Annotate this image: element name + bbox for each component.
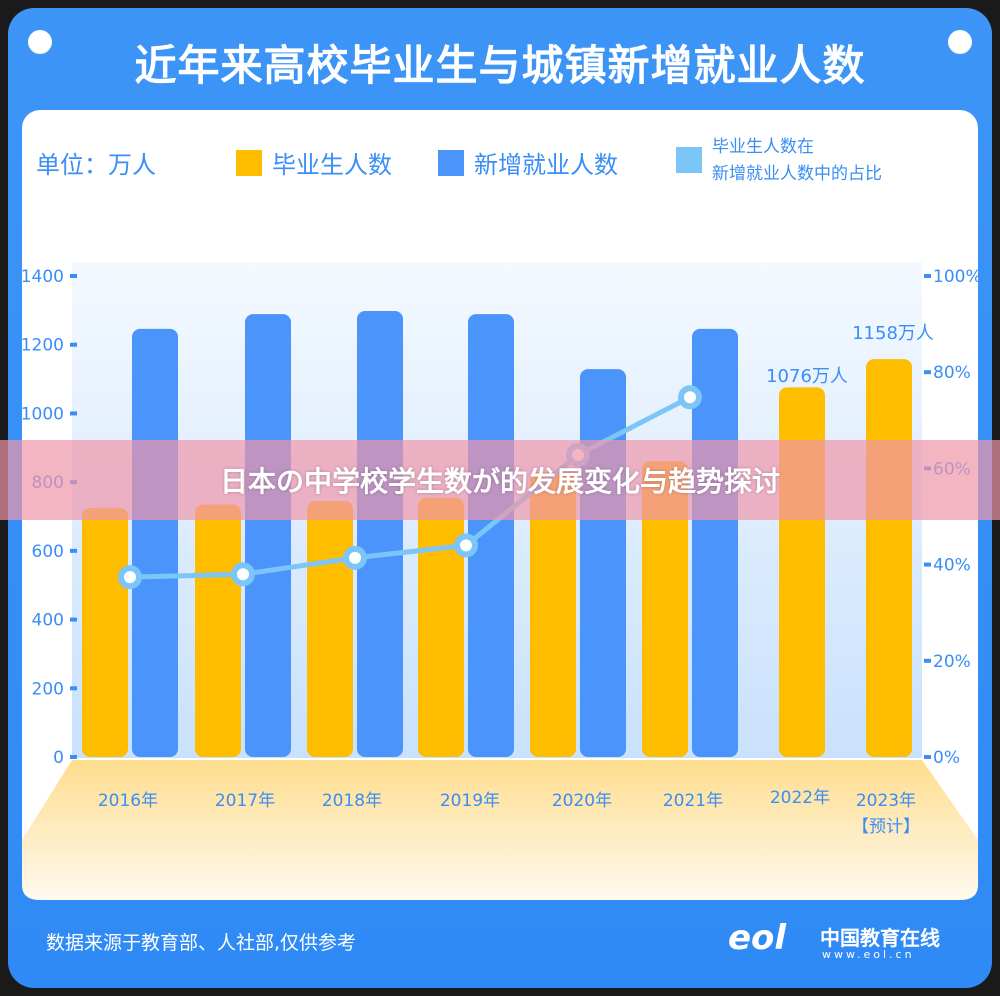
y2-tick — [924, 562, 931, 567]
source-note: 数据来源于教育部、人社部,仅供参考 — [46, 932, 357, 954]
bar-graduates — [530, 472, 576, 757]
legend-graduates: 毕业生人数 — [236, 145, 392, 180]
chart-title: 近年来高校毕业生与城镇新增就业人数 — [134, 41, 866, 90]
bar-new-jobs — [692, 328, 738, 757]
x-tick-label: 2019年 — [440, 791, 500, 811]
y2-tick-label: 40% — [933, 556, 971, 576]
y-tick — [70, 342, 77, 347]
y-tick-label: 0 — [53, 748, 64, 768]
bar-new-jobs — [468, 314, 514, 757]
legend-label: 毕业生人数 — [272, 151, 392, 179]
legend-new-jobs: 新增就业人数 — [438, 145, 618, 180]
legend-ratio: 毕业生人数在新增就业人数中的占比 — [712, 134, 882, 188]
bar-new-jobs — [132, 328, 178, 757]
x-tick-label: 2020年 — [552, 791, 612, 811]
y-tick-label: 1000 — [21, 404, 64, 424]
y-tick-label: 200 — [32, 679, 64, 699]
y2-tick-label: 100% — [933, 267, 982, 287]
y2-tick — [924, 658, 931, 663]
y2-tick-label: 20% — [933, 652, 971, 672]
corner-dot — [948, 30, 972, 54]
y-tick — [70, 274, 77, 278]
eol-logo: eol — [728, 918, 787, 958]
legend-swatch-ratio — [676, 147, 702, 173]
y-tick — [70, 411, 77, 416]
y-tick — [70, 617, 77, 622]
data-label: 1158万人 — [852, 323, 934, 344]
x-tick-note: 【预计】 — [852, 817, 920, 837]
ratio-point — [678, 385, 702, 410]
legend-label: 毕业生人数在 — [712, 137, 814, 157]
y2-tick-label: 80% — [933, 363, 971, 383]
legend-swatch — [438, 149, 464, 176]
bar-graduates — [82, 507, 128, 757]
y2-tick — [924, 370, 931, 375]
logo-name: 中国教育在线 — [820, 926, 940, 950]
bar-graduates — [418, 497, 464, 757]
bar-new-jobs — [580, 369, 626, 757]
overlay-banner: 日本の中学校学生数が的发展变化与趋势探讨 — [0, 440, 1000, 520]
data-label: 1076万人 — [766, 366, 848, 387]
y-tick — [70, 686, 77, 691]
ratio-point — [454, 533, 478, 558]
x-tick-label: 2016年 — [98, 791, 158, 811]
x-tick-label: 2018年 — [322, 791, 382, 811]
legend-label: 新增就业人数中的占比 — [712, 164, 882, 184]
y2-tick — [924, 755, 931, 759]
y-tick — [70, 548, 77, 553]
y-tick-label: 600 — [32, 542, 64, 562]
y2-tick-label: 0% — [933, 748, 960, 768]
bar-graduates — [642, 461, 688, 757]
y-tick-label: 1200 — [21, 336, 64, 356]
x-tick-label: 2022年 — [770, 788, 830, 808]
y-tick-label: 1400 — [21, 267, 64, 287]
bar-graduates — [866, 359, 912, 757]
x-tick-label: 2021年 — [663, 791, 723, 811]
y2-tick — [924, 274, 931, 278]
unit-label: 单位：万人 — [36, 151, 156, 179]
legend-swatch — [236, 149, 262, 176]
ratio-point — [343, 545, 367, 570]
ratio-point — [231, 562, 255, 587]
logo-url: www.eol.cn — [822, 948, 915, 961]
ratio-point — [118, 565, 142, 590]
bar-graduates — [307, 501, 353, 757]
base-platform — [22, 760, 978, 900]
y-tick — [70, 755, 77, 759]
y-tick-label: 400 — [32, 611, 64, 631]
legend-label: 新增就业人数 — [474, 151, 618, 179]
bar-new-jobs — [245, 314, 291, 757]
bar-graduates — [195, 504, 241, 757]
x-tick-label: 2017年 — [215, 791, 275, 811]
bar-new-jobs — [357, 311, 403, 757]
corner-dot — [28, 30, 52, 54]
x-tick-label: 2023年 — [856, 791, 916, 811]
